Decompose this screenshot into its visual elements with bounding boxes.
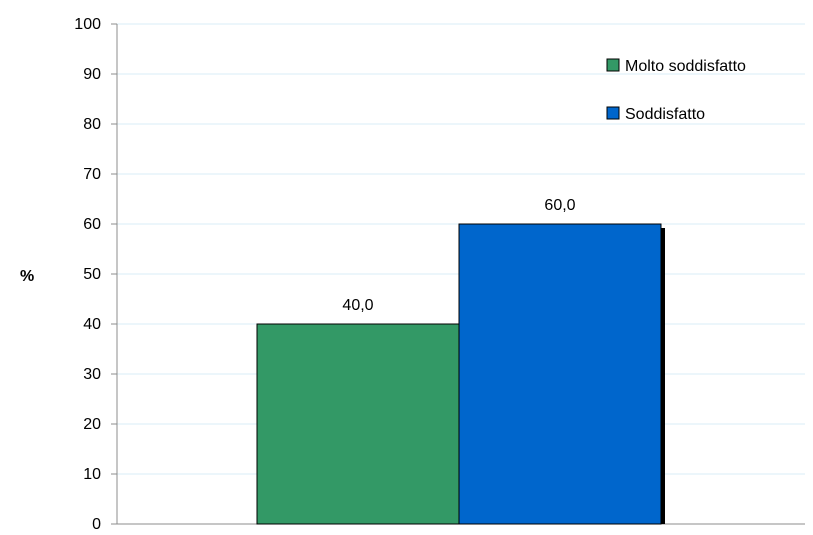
y-tick-label: 70 — [83, 166, 101, 183]
bars — [256, 223, 665, 525]
y-tick-label: 60 — [83, 216, 101, 233]
data-labels: 40,0 60,0 — [342, 197, 575, 314]
y-tick-label: 100 — [74, 16, 101, 33]
axes: 0 10 20 30 40 50 60 70 80 90 100 — [74, 16, 805, 533]
y-tick-label: 20 — [83, 416, 101, 433]
legend-swatch — [606, 106, 620, 120]
legend-swatch — [606, 58, 620, 72]
y-tick-label: 50 — [83, 266, 101, 283]
y-tick-label: 40 — [83, 316, 101, 333]
y-tick-label: 80 — [83, 116, 101, 133]
y-tick-label: 10 — [83, 466, 101, 483]
legend-label: Soddisfatto — [625, 106, 705, 123]
y-tick-label: 90 — [83, 66, 101, 83]
bar — [458, 223, 662, 525]
legend-label: Molto soddisfatto — [625, 58, 746, 75]
y-tick-label: 30 — [83, 366, 101, 383]
data-label: 40,0 — [342, 297, 373, 314]
bar — [256, 323, 460, 525]
y-tick-label: 0 — [92, 516, 101, 530]
data-label: 60,0 — [544, 197, 575, 214]
legend: Molto soddisfatto Soddisfatto — [606, 58, 746, 123]
y-axis-label: % — [20, 268, 34, 285]
